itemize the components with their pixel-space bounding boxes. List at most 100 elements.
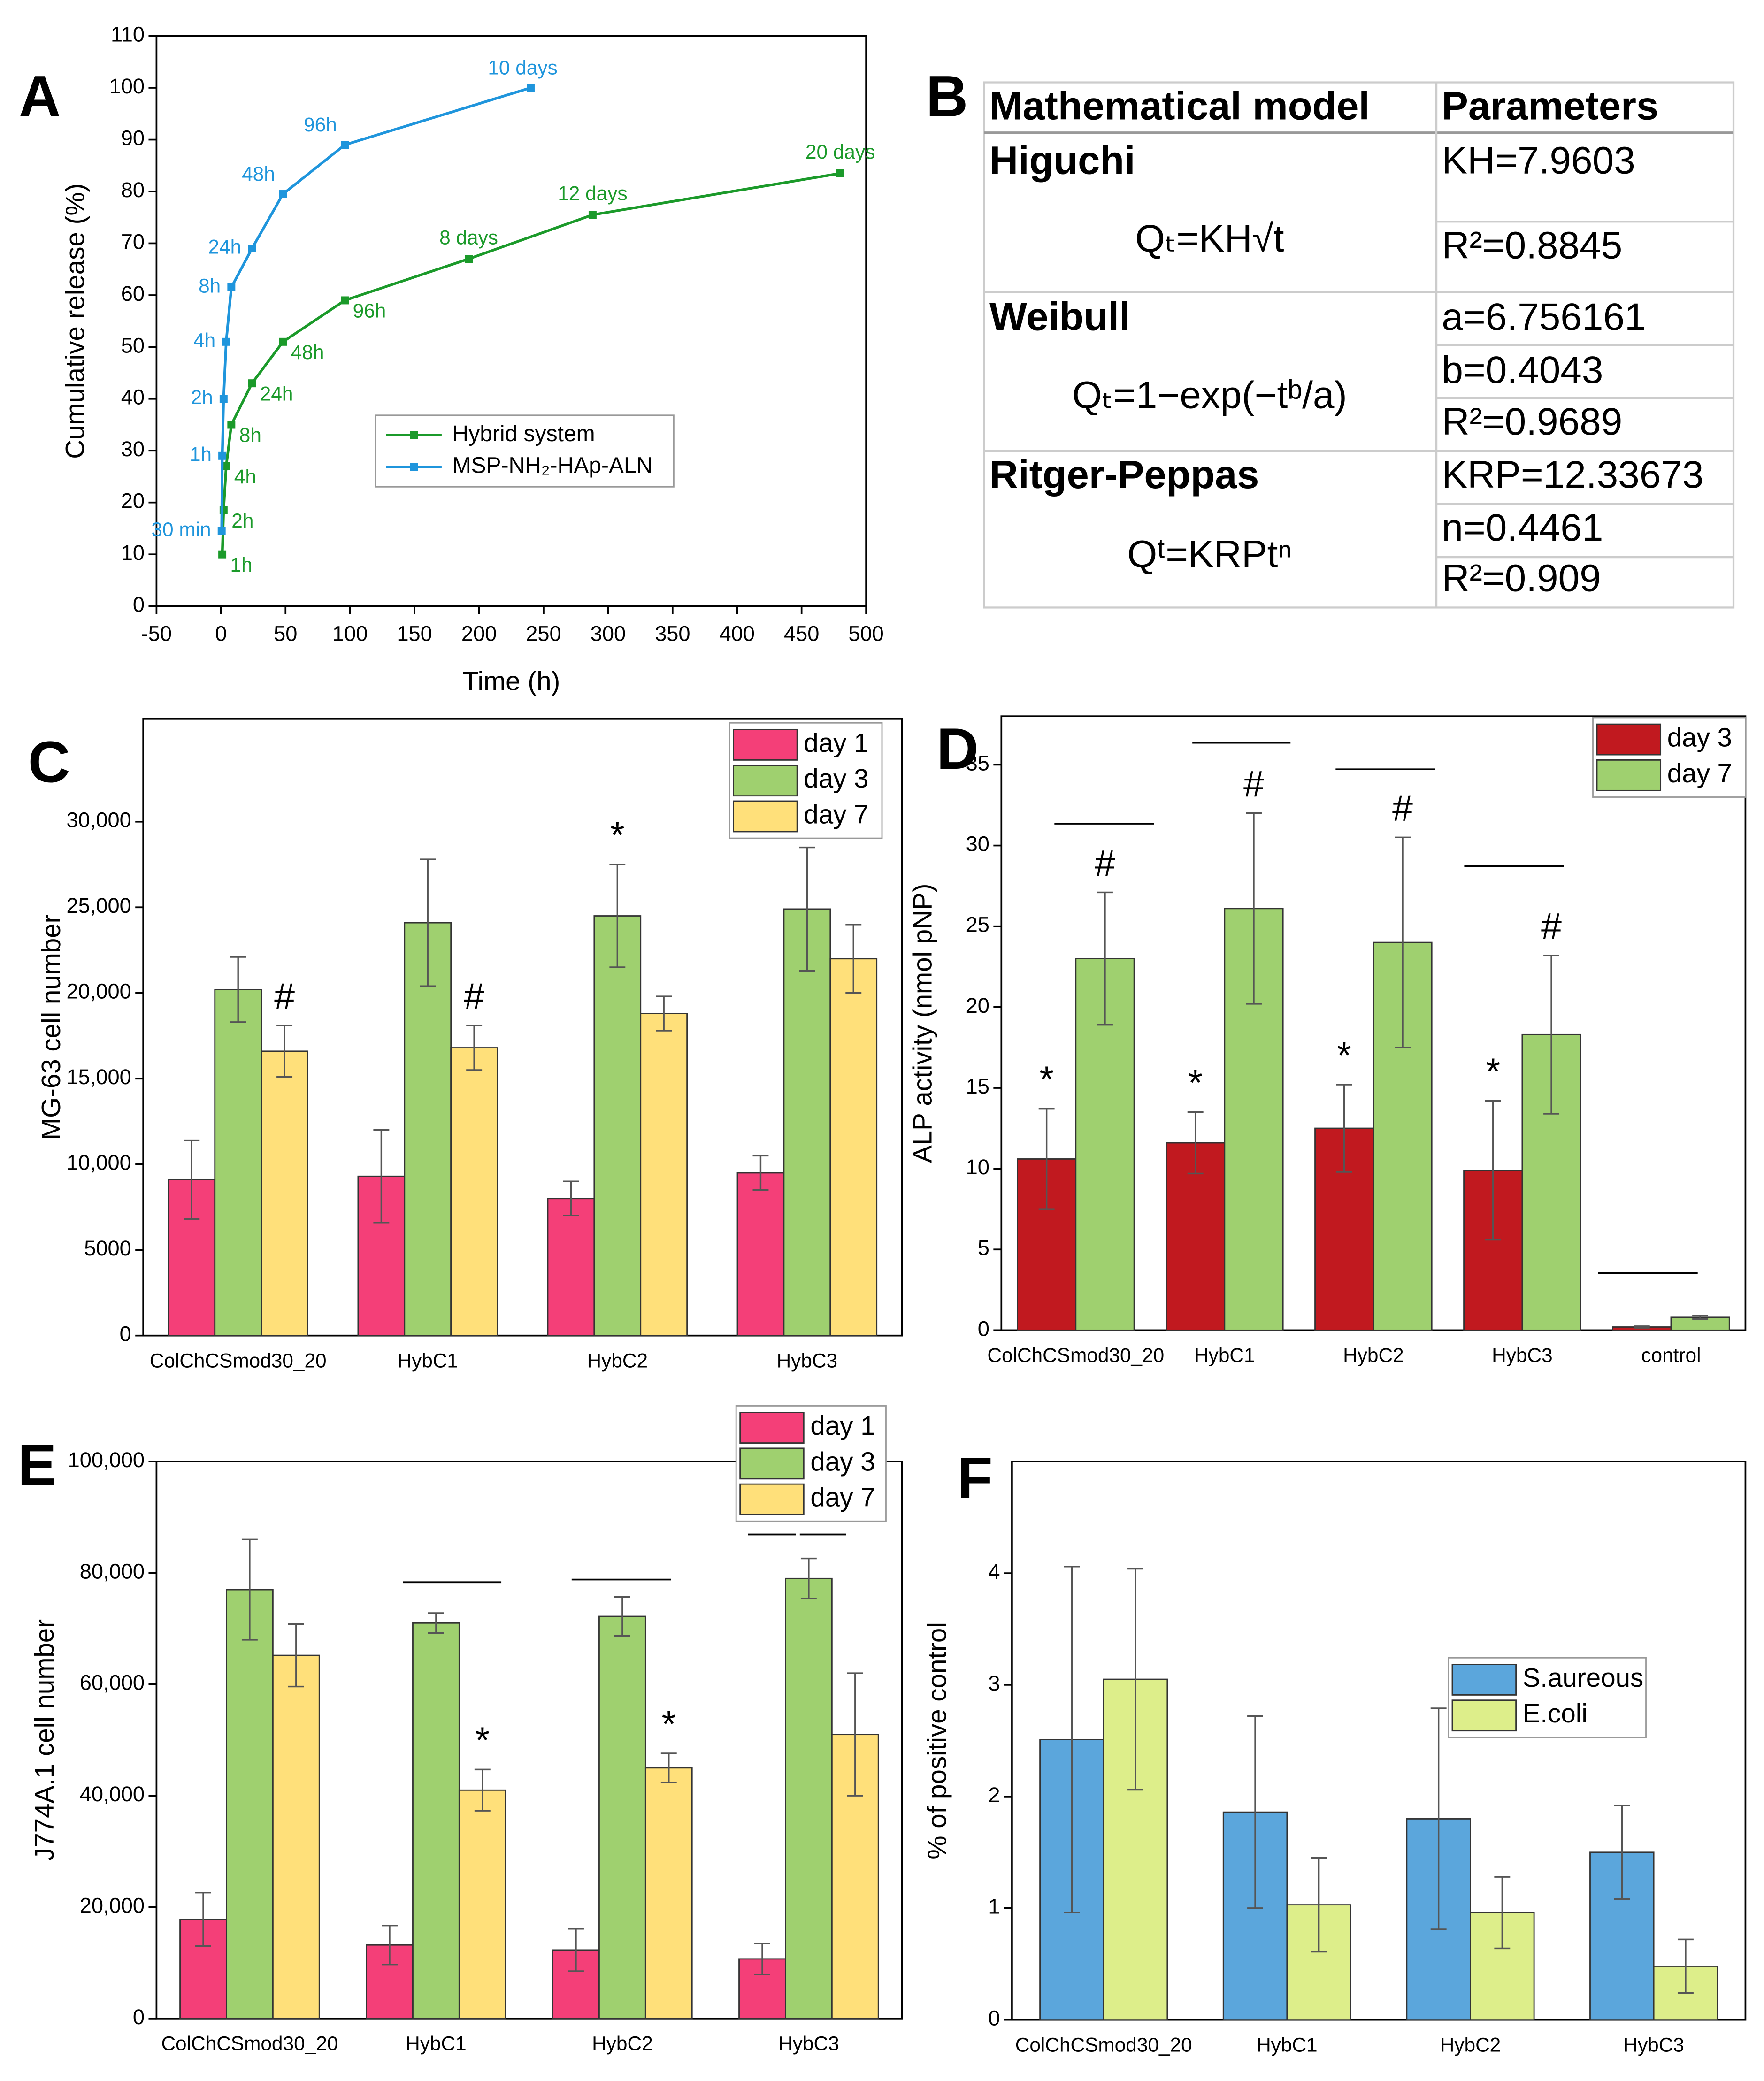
x-tick-label: HybC1 [406,2033,467,2055]
significance-mark: * [1337,1034,1351,1076]
y-tick-label: 10,000 [67,1151,131,1175]
legend-box [375,414,675,488]
data-point [341,296,349,305]
x-tick-label: HybC2 [1343,1344,1404,1366]
bar [736,1172,785,1337]
error-bar [420,858,436,987]
parameter: b=0.4043 [1442,349,1603,391]
data-point [588,211,597,219]
legend-label: MSP-NH₂-HAp-ALN [453,453,653,478]
x-tick-label: 50 [274,622,297,646]
parameter: R²=0.9689 [1442,400,1622,443]
y-tick-label: 60,000 [80,1671,145,1695]
chart-panel: D 0 5 10 15 20 25 30 35 ALP activity (nmol pNP) Co… [907,715,1747,1366]
bar [785,1577,833,2020]
error-bar [373,1129,390,1224]
panel-label: E [18,1432,57,1498]
point-label: 10 days [488,57,557,79]
x-tick-label: 450 [784,622,819,646]
y-tick-label: 100 [109,74,145,98]
error-bar [195,1891,211,1947]
x-tick-label: HybC2 [1440,2034,1501,2056]
legend-label: day 7 [1667,758,1732,788]
parameter: a=6.756161 [1442,296,1646,338]
chart-panel: A 0 10 20 30 40 50 60 70 80 90 100 110 Cumulative rel… [19,23,884,696]
y-tick-label: 50 [121,333,145,357]
error-bar [1485,1100,1501,1241]
legend-swatch [1596,723,1662,756]
error-bar [382,1924,398,1966]
y-axis-title: % of positive control [922,1622,951,1859]
y-tick-label: 30 [121,437,145,461]
model-name: Ritger-Peppas [989,452,1259,497]
data-point [279,190,287,198]
point-label: 1h [190,443,212,465]
bar [226,1589,274,2020]
x-tick-label: HybC3 [777,1349,838,1371]
y-tick-label: 20,000 [80,1893,145,1917]
y-tick-label: 1 [988,1895,1000,1919]
x-tick-label: HybC1 [1257,2034,1318,2056]
chart-panel: E 0 20,000 40,000 60,000 80,000 100,000 J774A.1… [18,1405,903,2055]
error-bar [1064,1566,1080,1913]
legend-swatch [733,800,798,833]
plot-frame [155,35,867,607]
plot-frame [1011,1461,1747,2021]
data-point [218,451,227,460]
legend-swatch [733,765,798,797]
data-point [248,379,256,388]
point-label: 4h [234,466,256,488]
y-axis-title: ALP activity (nmol pNP) [907,883,937,1163]
bar [829,958,878,1337]
parameter: KH=7.9603 [1442,139,1635,182]
y-tick-label: 40 [121,385,145,409]
parameter: KRP=12.33673 [1442,453,1703,496]
model-name: Higuchi [989,138,1135,182]
point-label: 1h [230,554,253,576]
data-point [219,395,228,403]
data-point [217,527,226,535]
point-label: 4h [193,329,215,352]
point-label: 48h [291,341,324,363]
x-axis-title: Time (h) [462,666,560,696]
bar [458,1789,506,2020]
error-bar [1614,1805,1630,1900]
x-tick-label: 350 [655,622,690,646]
bar [640,1013,688,1337]
y-tick-label: 40,000 [80,1782,145,1806]
y-tick-label: 60 [121,282,145,306]
legend-swatch [739,1412,805,1444]
x-tick-label: ColChCSmod30_20 [150,1349,327,1371]
point-label: 8h [239,424,261,446]
y-tick-label: 70 [121,230,145,253]
point-label: 48h [242,163,275,185]
point-label: 24h [208,236,241,258]
y-tick-label: 90 [121,126,145,150]
model-equation: Qₜ=1−exp(−tᵇ/a) [1072,374,1347,417]
x-tick-label: HybC3 [1623,2034,1684,2056]
model-name: Weibull [989,294,1130,339]
error-bar [845,924,862,994]
y-tick-label: 0 [133,2005,145,2029]
error-bar [428,1612,444,1634]
error-bar [609,864,626,968]
data-point [279,337,287,346]
error-bar [1677,1938,1694,1994]
bar [261,1050,308,1337]
panel-label: C [28,729,70,795]
x-tick-label: ColChCSmod30_20 [161,2033,338,2055]
legend-label: day 1 [804,728,868,757]
y-tick-label: 2 [988,1783,1000,1807]
legend-swatch [733,728,798,761]
y-tick-label: 25,000 [67,894,131,918]
error-bar [1187,1111,1204,1175]
bar [598,1615,646,2020]
x-tick-label: HybC1 [1194,1344,1255,1366]
model-equation: Qₜ=KH√t [1135,217,1284,260]
bar [214,989,262,1337]
y-tick-label: 5 [978,1236,989,1260]
y-tick-label: 30 [966,832,989,856]
x-tick-label: 300 [591,622,626,646]
y-tick-label: 20,000 [67,979,131,1003]
y-axis-title: MG-63 cell number [36,915,66,1140]
